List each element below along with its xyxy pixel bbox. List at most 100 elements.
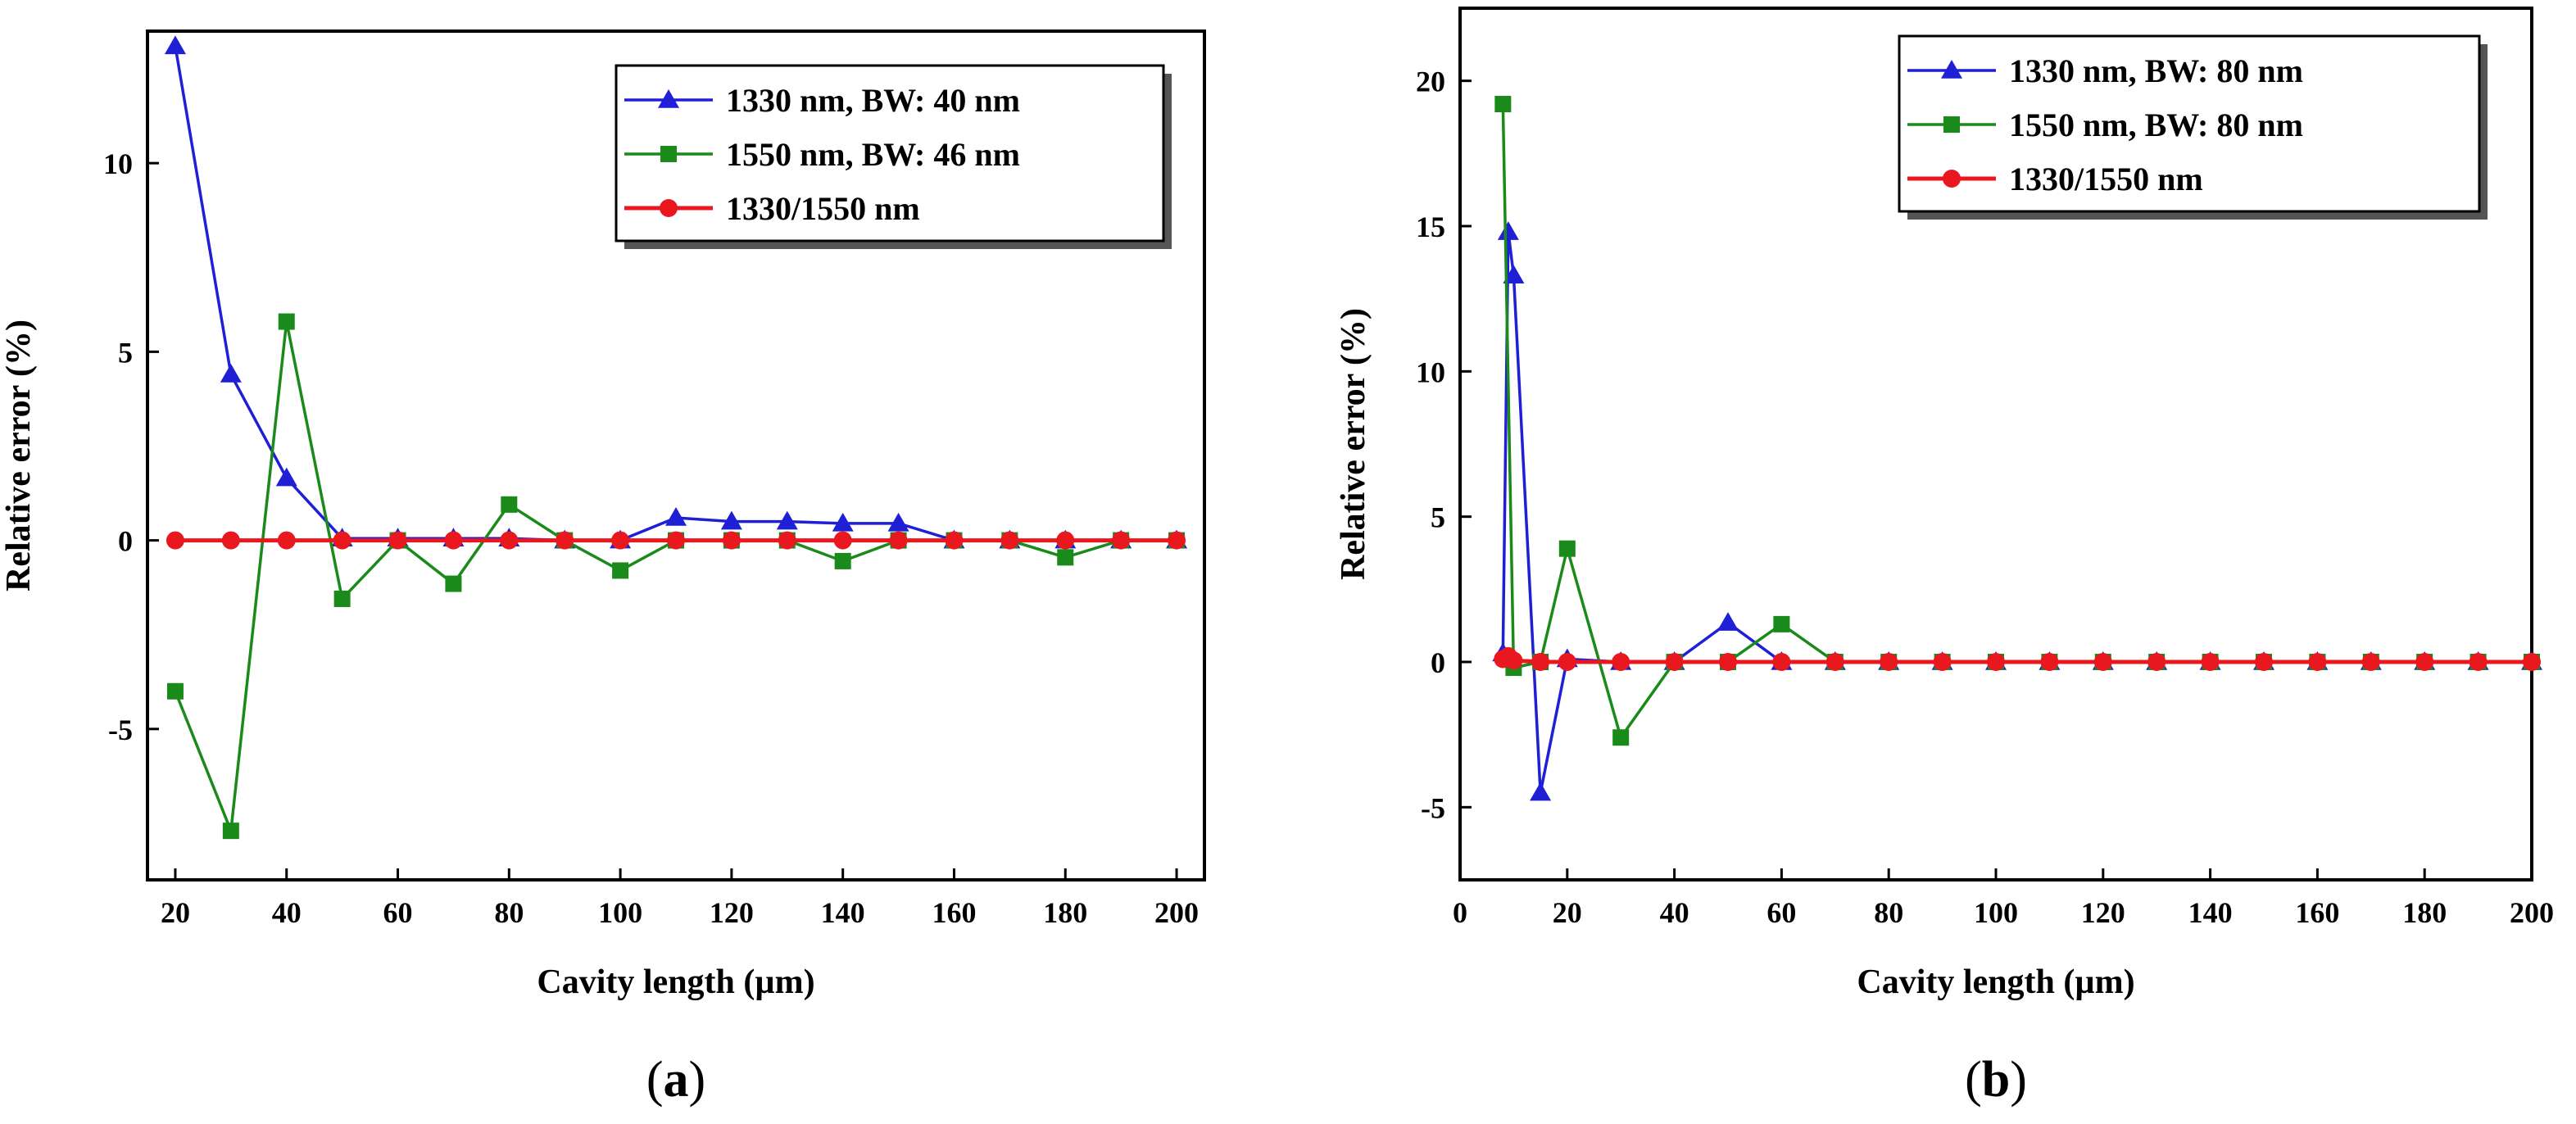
- data-point: [221, 531, 240, 550]
- legend-swatch-marker: [660, 199, 678, 217]
- y-tick-label: 5: [118, 336, 133, 369]
- x-tick-label: 160: [932, 896, 976, 929]
- data-point: [1000, 531, 1019, 550]
- data-point: [1503, 265, 1525, 284]
- x-tick-label: 80: [1874, 896, 1903, 929]
- y-axis-label: Relative error (%): [1335, 308, 1372, 580]
- legend-swatch-marker: [1943, 116, 1960, 133]
- data-point: [278, 313, 295, 330]
- data-point: [611, 531, 630, 550]
- legend-swatch-marker: [1941, 60, 1962, 79]
- data-point: [2415, 653, 2434, 671]
- data-point: [1773, 615, 1790, 632]
- x-tick-label: 80: [494, 896, 524, 929]
- y-tick-label: 10: [1416, 356, 1445, 388]
- data-point: [1494, 96, 1512, 113]
- data-point: [832, 512, 854, 532]
- x-tick-label: 140: [821, 896, 865, 929]
- data-point: [1880, 653, 1898, 671]
- data-point: [776, 510, 798, 530]
- data-point: [1933, 653, 1952, 671]
- x-tick-label: 180: [2402, 896, 2447, 929]
- data-point: [1558, 653, 1576, 671]
- x-tick-label: 40: [1660, 896, 1689, 929]
- data-point: [2308, 653, 2327, 671]
- data-point: [1057, 549, 1074, 566]
- x-tick-label: 60: [1766, 896, 1796, 929]
- data-point: [833, 531, 852, 550]
- data-point: [720, 510, 742, 530]
- data-point: [2255, 653, 2273, 671]
- data-point: [1612, 729, 1630, 746]
- x-tick-label: 200: [2510, 896, 2554, 929]
- data-point: [1497, 221, 1519, 240]
- x-tick-label: 60: [383, 896, 413, 929]
- data-point: [2469, 653, 2488, 671]
- data-point: [1772, 653, 1791, 671]
- data-point: [333, 590, 351, 607]
- data-point: [1530, 782, 1552, 801]
- data-point: [500, 531, 519, 550]
- x-tick-label: 100: [598, 896, 642, 929]
- series-2: [166, 313, 1186, 840]
- data-point: [220, 364, 242, 383]
- legend-swatch-marker: [658, 89, 679, 108]
- y-tick-label: 15: [1416, 211, 1445, 243]
- y-axis-label: Relative error (%): [0, 320, 38, 591]
- x-tick-label: 0: [1453, 896, 1467, 929]
- legend-entry: 1550 nm, BW: 46 nm: [726, 136, 1020, 173]
- data-point: [388, 531, 407, 550]
- x-tick-label: 120: [710, 896, 754, 929]
- data-point: [778, 531, 796, 550]
- data-point: [1825, 653, 1844, 671]
- x-tick-label: 20: [1553, 896, 1582, 929]
- data-point: [222, 823, 239, 840]
- data-point: [889, 531, 908, 550]
- data-point: [1665, 653, 1684, 671]
- x-tick-label: 140: [2188, 896, 2233, 929]
- legend-entry: 1330/1550 nm: [2009, 161, 2203, 197]
- data-point: [1168, 531, 1186, 550]
- x-tick-label: 20: [161, 896, 190, 929]
- legend-entry: 1330 nm, BW: 40 nm: [726, 82, 1020, 119]
- data-point: [1504, 651, 1523, 670]
- data-point: [164, 35, 186, 55]
- data-point: [445, 575, 462, 592]
- chart-panel-b: 0 20 40 60 80 100 120 140 160 180 200 -5 0 5 10 15 20 Cav…: [1335, 7, 2554, 1108]
- plot-frame: [146, 29, 1206, 882]
- x-tick-label: 100: [1974, 896, 2018, 929]
- panel-label: (a): [646, 1052, 705, 1108]
- x-tick-label: 200: [1154, 896, 1199, 929]
- data-point: [556, 531, 574, 550]
- data-point: [275, 467, 297, 487]
- data-point: [166, 531, 184, 550]
- data-point: [2201, 653, 2220, 671]
- y-tick-label: 0: [118, 525, 133, 558]
- series-line: [1501, 231, 2532, 793]
- data-point: [1056, 531, 1075, 550]
- legend-entry: 1550 nm, BW: 80 nm: [2009, 107, 2303, 143]
- x-tick-label: 120: [2081, 896, 2125, 929]
- legend-entry: 1330 nm, BW: 80 nm: [2009, 52, 2303, 89]
- legend-swatch-marker: [1943, 170, 1961, 188]
- legend-entry: 1330/1550 nm: [726, 190, 920, 227]
- panel-label: (b): [1965, 1052, 2027, 1108]
- data-point: [2147, 653, 2166, 671]
- data-point: [887, 512, 909, 532]
- y-tick-label: 5: [1431, 501, 1445, 534]
- data-point: [444, 531, 463, 550]
- legend: 1330 nm, BW: 40 nm 1550 nm, BW: 46 nm 1330…: [615, 64, 1172, 249]
- data-point: [2040, 653, 2059, 671]
- legend-swatch-marker: [660, 146, 677, 162]
- data-point: [277, 531, 296, 550]
- series-line: [174, 321, 1177, 832]
- data-point: [1531, 653, 1550, 671]
- data-point: [1719, 653, 1737, 671]
- data-point: [2523, 653, 2541, 671]
- data-point: [722, 531, 741, 550]
- legend: 1330 nm, BW: 80 nm 1550 nm, BW: 80 nm 1330…: [1898, 34, 2488, 220]
- x-axis-label: Cavity length (µm): [537, 963, 814, 1001]
- chart-panel-a: 20 40 60 80 100 120 140 160 180 200 -5 0 5 10 Cavity l…: [0, 29, 1206, 1108]
- data-point: [2361, 653, 2380, 671]
